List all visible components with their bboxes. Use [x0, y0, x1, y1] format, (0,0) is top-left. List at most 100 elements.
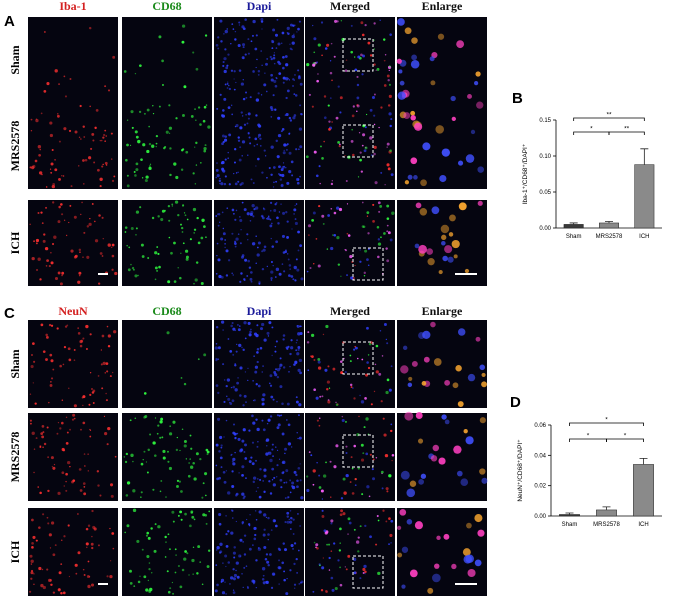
cell — [414, 243, 420, 249]
cell — [284, 55, 288, 58]
cell — [262, 533, 266, 537]
cell — [41, 435, 45, 439]
cell — [262, 574, 265, 577]
cell — [54, 159, 56, 161]
cell — [388, 517, 391, 520]
cell — [192, 546, 195, 549]
cell — [288, 151, 292, 155]
cell — [200, 282, 204, 286]
cell — [357, 176, 360, 178]
cell — [134, 417, 137, 420]
cell — [262, 365, 264, 367]
cell — [241, 140, 246, 144]
micrograph-bg — [397, 320, 487, 408]
row-label: Sham — [8, 349, 22, 378]
cell — [293, 24, 296, 27]
cell — [323, 140, 325, 143]
micrograph — [397, 320, 487, 408]
cell — [253, 355, 255, 357]
cell — [220, 466, 223, 469]
cell — [192, 207, 197, 212]
cell — [201, 496, 204, 499]
cell — [375, 69, 377, 71]
cell — [195, 452, 199, 456]
cell — [175, 117, 178, 120]
cell — [40, 432, 44, 435]
cell — [249, 142, 252, 145]
cell — [282, 66, 285, 70]
cell — [241, 522, 244, 525]
cell — [234, 38, 237, 41]
cell — [144, 415, 148, 418]
cell — [389, 533, 393, 538]
cell — [29, 590, 32, 593]
cell — [102, 361, 106, 366]
cell — [102, 237, 105, 240]
cell — [256, 58, 258, 61]
cell — [234, 218, 237, 221]
cell — [222, 363, 225, 366]
cell — [43, 31, 46, 33]
cell — [328, 120, 331, 123]
cell — [183, 382, 187, 386]
cell — [359, 525, 362, 528]
cell — [30, 571, 34, 575]
cell — [65, 234, 68, 237]
cell — [171, 581, 174, 584]
cell — [227, 397, 231, 401]
cell — [256, 478, 259, 480]
cell — [353, 348, 356, 351]
cell — [344, 420, 347, 423]
cell — [389, 238, 393, 242]
cell — [311, 24, 314, 27]
cell — [312, 469, 316, 473]
cell — [278, 272, 282, 276]
cell — [230, 104, 233, 106]
y-tick-label: 0.02 — [534, 484, 546, 490]
cell — [232, 551, 236, 555]
cell — [123, 70, 127, 73]
cell — [350, 139, 354, 143]
cell — [292, 278, 295, 281]
cell — [360, 400, 365, 404]
cell — [373, 145, 377, 149]
cell — [361, 358, 364, 361]
cell — [86, 255, 90, 259]
cell — [278, 559, 280, 562]
cell — [215, 215, 218, 218]
cell — [155, 145, 157, 148]
cell — [267, 451, 270, 454]
cell — [350, 386, 353, 388]
cell — [234, 436, 237, 440]
cell — [297, 346, 301, 349]
cell — [321, 509, 324, 512]
cell — [311, 333, 315, 338]
cell — [224, 83, 227, 86]
cell — [217, 358, 220, 361]
cell — [46, 426, 49, 429]
cell — [31, 518, 34, 522]
cell — [224, 239, 226, 241]
cell — [353, 397, 356, 400]
cell — [78, 274, 81, 277]
cell — [178, 480, 181, 483]
cell — [58, 205, 61, 209]
cell — [238, 24, 241, 26]
cell — [87, 560, 90, 563]
cell — [146, 471, 149, 474]
cell — [49, 384, 53, 387]
cell — [233, 573, 237, 578]
cell — [165, 130, 169, 134]
cell — [364, 573, 366, 575]
cell — [130, 453, 134, 458]
cell — [95, 108, 99, 112]
cell — [168, 126, 173, 130]
cell — [252, 215, 255, 218]
cell — [31, 354, 33, 356]
cell — [126, 524, 130, 528]
cell — [221, 591, 226, 595]
cell — [356, 75, 359, 79]
cell — [232, 517, 234, 519]
cell — [30, 569, 34, 572]
